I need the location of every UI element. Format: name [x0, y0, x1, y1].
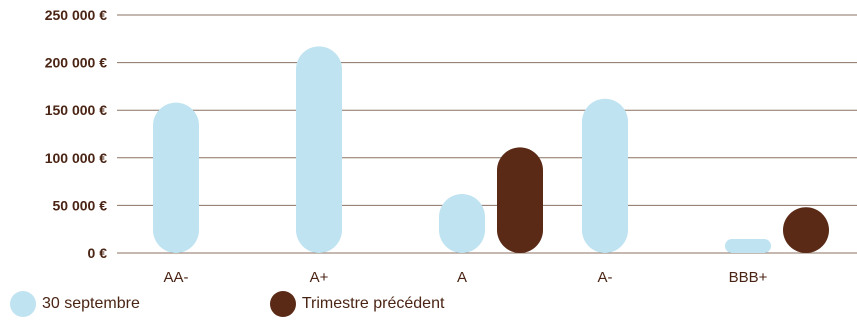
- legend-item-current: 30 septembre: [10, 291, 140, 317]
- y-tick-label: 150 000 €: [45, 102, 107, 118]
- legend-label-current: 30 septembre: [42, 295, 140, 312]
- y-tick-label: 250 000 €: [45, 7, 107, 23]
- y-tick-label: 200 000 €: [45, 55, 107, 71]
- y-tick-label: 100 000 €: [45, 150, 107, 166]
- x-tick-label: BBB+: [729, 269, 768, 286]
- y-tick-label: 50 000 €: [53, 197, 108, 213]
- bar-trimestre-precedent: [497, 147, 543, 253]
- legend-item-previous: Trimestre précédent: [269, 291, 445, 317]
- x-tick-label: A+: [310, 269, 329, 286]
- legend-swatch-previous: [269, 291, 296, 317]
- legend: 30 septembre Trimestre précédent: [10, 290, 444, 318]
- bar-chart: 0 € 50 000 € 100 000 € 150 000 € 200 000 € 25…: [45, 7, 857, 286]
- bar-30-septembre: [582, 98, 628, 253]
- bar-trimestre-precedent: [783, 207, 829, 253]
- x-tick-label: AA-: [163, 269, 188, 286]
- bar-30-septembre: [296, 46, 342, 253]
- x-tick-label: A: [457, 269, 467, 286]
- bar-30-septembre: [725, 239, 771, 253]
- bar-30-septembre: [153, 102, 199, 253]
- y-tick-label: 0 €: [88, 245, 108, 261]
- legend-label-previous: Trimestre précédent: [301, 295, 445, 312]
- legend-swatch-current: [10, 291, 36, 317]
- bar-30-septembre: [439, 193, 485, 253]
- x-tick-label: A-: [598, 269, 613, 286]
